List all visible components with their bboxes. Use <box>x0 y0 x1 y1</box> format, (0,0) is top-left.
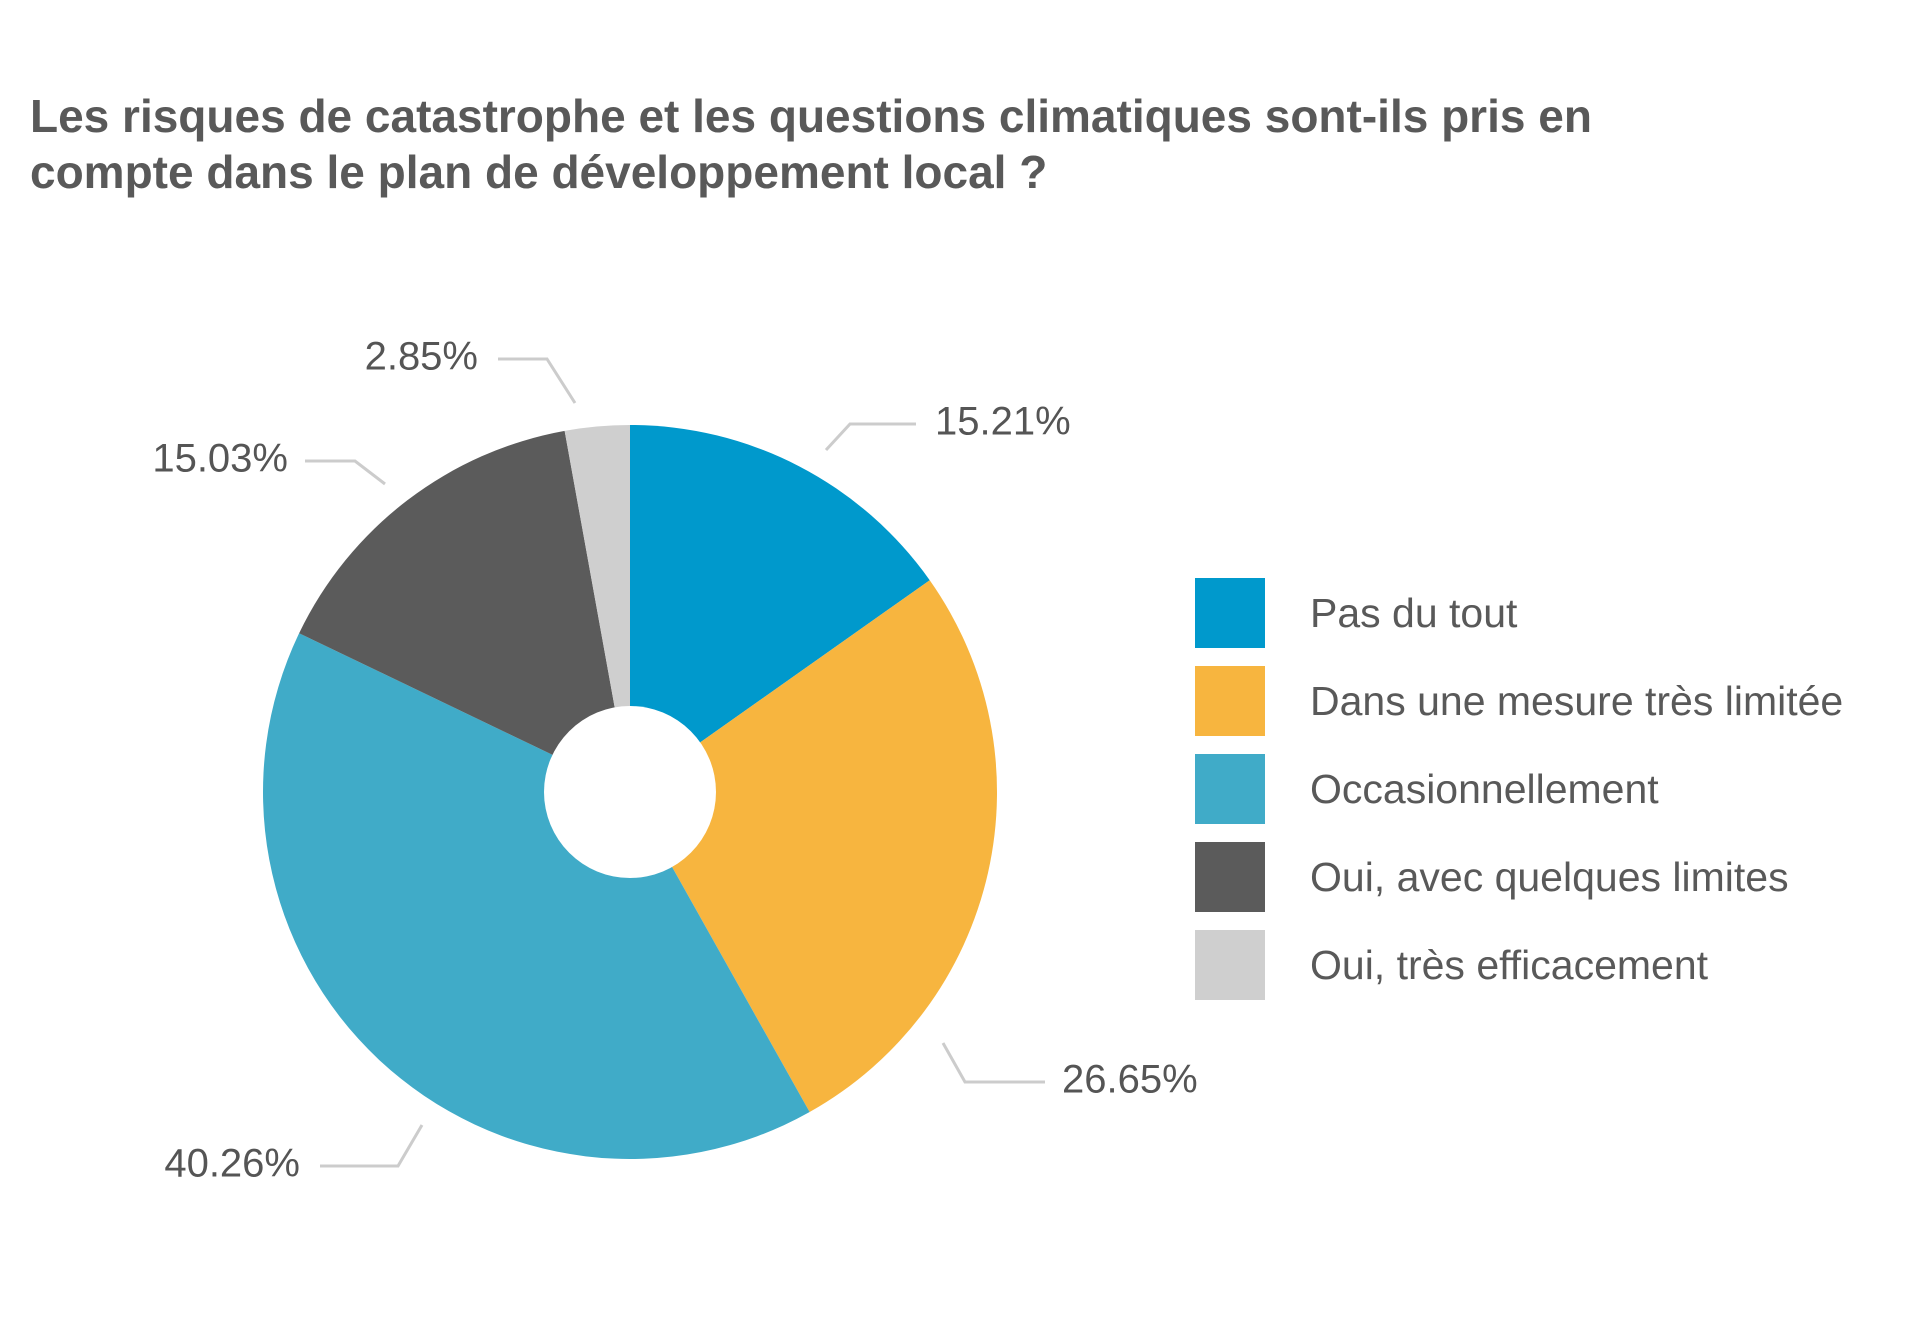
value-label-4: 15.03% <box>152 437 288 481</box>
legend-label: Occasionnellement <box>1310 765 1659 812</box>
legend-swatch <box>1195 578 1265 648</box>
legend-item-quelques-limites: Oui, avec quelques limites <box>1195 842 1843 912</box>
legend-label: Oui, avec quelques limites <box>1310 853 1789 900</box>
legend-item-tres-limitee: Dans une mesure très limitée <box>1195 666 1843 736</box>
pie-slices <box>263 425 997 1159</box>
chart-title: Les risques de catastrophe et les questi… <box>30 88 1890 200</box>
value-label-5: 2.85% <box>365 335 478 379</box>
legend-swatch <box>1195 842 1265 912</box>
legend-item-pas-du-tout: Pas du tout <box>1195 578 1843 648</box>
value-label-2: 26.65% <box>1062 1058 1198 1102</box>
leader-line-5 <box>498 357 577 404</box>
value-label-1: 15.21% <box>935 400 1071 444</box>
legend-swatch <box>1195 754 1265 824</box>
pie-slice-1 <box>630 425 930 792</box>
pie-slice-5 <box>564 425 630 792</box>
leader-line-2 <box>941 1042 1045 1084</box>
legend-item-occasionnellement: Occasionnellement <box>1195 754 1843 824</box>
leader-line-3 <box>320 1124 424 1168</box>
leader-line-1 <box>824 422 916 452</box>
pie-center-hole <box>544 706 716 878</box>
legend: Pas du tout Dans une mesure très limitée… <box>1195 578 1843 1018</box>
pie-slice-2 <box>630 580 997 1113</box>
pie-slice-3 <box>263 633 810 1159</box>
legend-swatch <box>1195 930 1265 1000</box>
chart-title-line-2: compte dans le plan de développement loc… <box>30 146 1048 198</box>
value-labels: 15.21% 26.65% 40.26% 15.03% 2.85% <box>152 335 1197 1186</box>
legend-item-tres-efficacement: Oui, très efficacement <box>1195 930 1843 1000</box>
chart-title-line-1: Les risques de catastrophe et les questi… <box>30 90 1592 142</box>
leader-lines <box>305 357 1045 1168</box>
value-label-3: 40.26% <box>164 1142 300 1186</box>
legend-label: Dans une mesure très limitée <box>1310 677 1844 724</box>
pie-slice-4 <box>299 430 630 792</box>
leader-line-4 <box>305 459 386 486</box>
legend-label: Oui, très efficacement <box>1310 941 1709 988</box>
legend-swatch <box>1195 666 1265 736</box>
legend-label: Pas du tout <box>1310 589 1518 636</box>
